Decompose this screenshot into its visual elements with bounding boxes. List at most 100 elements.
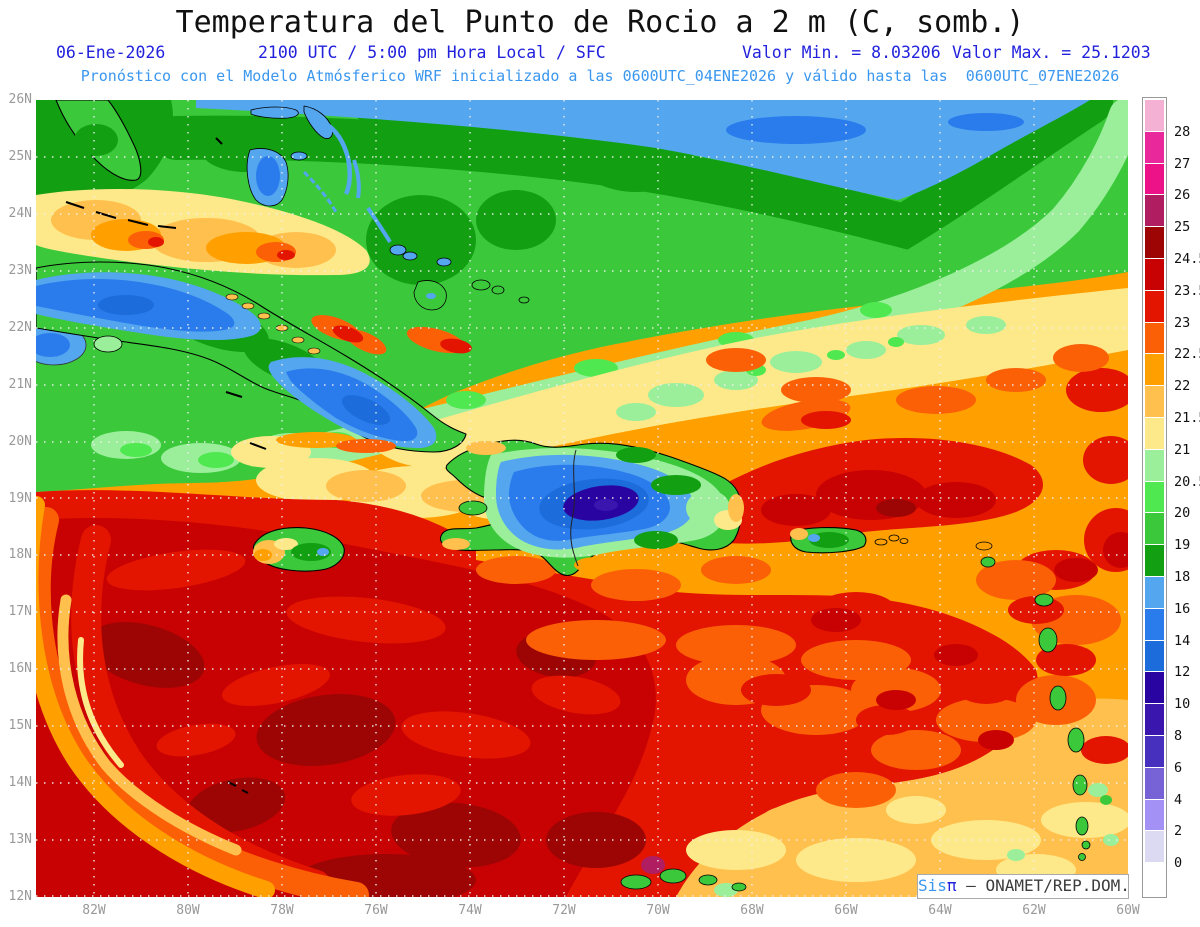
- colorbar-label: 2: [1174, 823, 1183, 840]
- colorbar-segment: [1145, 449, 1164, 482]
- colorbar-segment: [1145, 576, 1164, 609]
- forecast-subtitle: Pronóstico con el Modelo Atmósferico WRF…: [80, 67, 1120, 85]
- colorbar-label: 25: [1174, 219, 1191, 236]
- colorbar-label: 20: [1174, 505, 1191, 522]
- isla-juventud: [93, 335, 123, 353]
- y-tick-label: 14N: [8, 775, 32, 791]
- islands-bahamas: [215, 105, 452, 311]
- watermark-box: Sisπ – ONAMET/REP.DOM.: [917, 874, 1130, 899]
- y-tick-label: 13N: [8, 832, 32, 848]
- colorbar-label: 18: [1174, 569, 1191, 585]
- colorbar-label: 8: [1174, 728, 1183, 744]
- island-hispaniola: [439, 439, 744, 577]
- colorbar-segment: [1145, 322, 1164, 355]
- colorbar-label: 22.5: [1174, 346, 1200, 363]
- colorbar-segment: [1145, 386, 1164, 418]
- x-tick-label: 64W: [928, 903, 952, 918]
- colorbar-label: 10: [1174, 696, 1191, 713]
- island-jamaica: [252, 527, 345, 572]
- colorbar-segment: [1145, 513, 1164, 546]
- colorbar-segment: [1145, 481, 1164, 514]
- valor-max-label: Valor Max. = 25.1203: [952, 43, 1151, 62]
- y-tick-label: 23N: [8, 262, 32, 278]
- colorbar-segment: [1145, 640, 1164, 673]
- x-tick-label: 78W: [270, 903, 294, 918]
- colorbar-label: 21: [1174, 441, 1191, 458]
- colorbar-segment: [1145, 767, 1164, 800]
- colorbar-label: 6: [1174, 759, 1183, 776]
- x-tick-label: 76W: [364, 903, 388, 918]
- haiti-dr-border: [570, 449, 579, 567]
- colorbar-segment: [1145, 704, 1164, 736]
- x-tick-label: 82W: [82, 903, 106, 918]
- colorbar-segment: [1145, 799, 1164, 832]
- colorbar-segment: [1145, 258, 1164, 291]
- colorbar-segment: [1145, 354, 1164, 387]
- colorbar-segment: [1145, 608, 1164, 641]
- colorbar-segment: [1145, 417, 1164, 450]
- watermark-sis: Sis: [918, 876, 947, 895]
- virgin-islands: [874, 534, 909, 546]
- colorbar-segment: [1145, 863, 1164, 895]
- colorbar-label: 26: [1174, 187, 1191, 204]
- weather-map: [36, 100, 1128, 897]
- x-tick-label: 70W: [646, 903, 670, 918]
- islands: [36, 100, 1091, 893]
- valid-time-label: 2100 UTC / 5:00 pm Hora Local / SFC: [258, 43, 606, 62]
- colorbar-label: 28: [1174, 123, 1191, 140]
- colorbar-label: 24.5: [1174, 251, 1200, 267]
- y-tick-label: 19N: [8, 490, 32, 506]
- colorbar-segment: [1145, 545, 1164, 577]
- colorbar-label: 23.5: [1174, 282, 1200, 299]
- magenta-max-spot: [641, 856, 665, 874]
- colorbar-label: 22: [1174, 378, 1191, 395]
- island-puerto-rico: [790, 526, 909, 554]
- y-tick-label: 17N: [8, 604, 32, 620]
- colorbar-segment: [1145, 100, 1164, 132]
- colorbar: [1142, 97, 1167, 898]
- y-tick-label: 25N: [8, 148, 32, 164]
- y-tick-label: 20N: [8, 433, 32, 449]
- islands-turks-caicos: [471, 279, 530, 304]
- y-tick-label: 16N: [8, 661, 32, 677]
- colorbar-label: 14: [1174, 632, 1191, 649]
- cuba-north-cays: [225, 293, 321, 355]
- colorbar-segment: [1145, 290, 1164, 323]
- y-tick-label: 24N: [8, 205, 32, 221]
- date-label: 06-Ene-2026: [56, 43, 166, 62]
- colorbar-label: 23: [1174, 314, 1191, 331]
- colorbar-segment: [1145, 831, 1164, 864]
- northeast-gradient-bands: [36, 100, 1128, 477]
- gulf-warm-patch: [36, 188, 370, 276]
- x-tick-label: 68W: [740, 903, 764, 918]
- colorbar-segment: [1145, 735, 1164, 768]
- cayman-cays-dashes: [225, 391, 267, 450]
- x-tick-label: 60W: [1116, 903, 1140, 918]
- florida-keys: [65, 201, 177, 229]
- colorbar-segment: [1145, 195, 1164, 228]
- x-tick-label: 62W: [1022, 903, 1046, 918]
- colorbar-label: 21.5: [1174, 410, 1200, 426]
- islands-lesser-antilles: [975, 541, 1091, 893]
- y-tick-label: 15N: [8, 718, 32, 734]
- x-tick-label: 80W: [176, 903, 200, 918]
- colorbar-label: 12: [1174, 664, 1191, 681]
- colorbar-segment: [1145, 163, 1164, 196]
- island-florida: [55, 100, 177, 229]
- y-tick-label: 12N: [8, 889, 32, 905]
- colorbar-label: 27: [1174, 155, 1191, 172]
- colorbar-segment: [1145, 672, 1164, 705]
- y-tick-label: 22N: [8, 319, 32, 335]
- colorbar-label: 20.5: [1174, 473, 1200, 490]
- page-title: Temperatura del Punto de Rocio a 2 m (C,…: [175, 5, 1025, 40]
- islands-abc: [620, 868, 747, 892]
- watermark-org: – ONAMET/REP.DOM.: [956, 876, 1130, 895]
- watermark-pi-icon: π: [946, 876, 957, 895]
- x-tick-label: 72W: [552, 903, 576, 918]
- island-gonave: [458, 500, 488, 516]
- valor-min-label: Valor Min. = 8.03206: [742, 43, 941, 62]
- island-cuba: [36, 261, 467, 453]
- x-tick-label: 66W: [834, 903, 858, 918]
- colorbar-segment: [1145, 227, 1164, 259]
- x-tick-label: 74W: [458, 903, 482, 918]
